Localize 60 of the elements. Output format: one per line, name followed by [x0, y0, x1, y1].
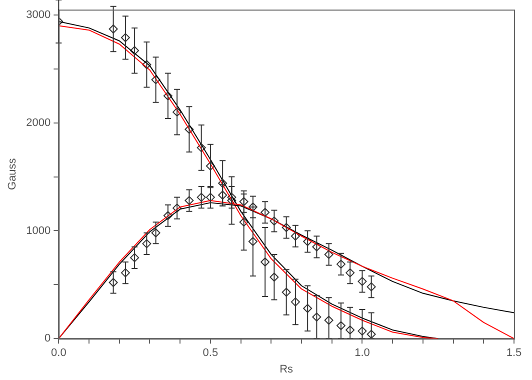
point [290, 297, 300, 306]
point [206, 162, 215, 171]
point [336, 321, 346, 330]
y-tick-label: 1000 [26, 224, 51, 237]
x-tick-label: 0.0 [51, 347, 66, 360]
point [130, 253, 140, 262]
point [218, 178, 228, 188]
point [151, 228, 160, 238]
y-tick-label: 2000 [26, 116, 51, 129]
point [120, 268, 130, 278]
point [196, 143, 206, 152]
x-tick-label: 0.5 [202, 347, 218, 360]
point [303, 237, 312, 246]
point [172, 108, 182, 117]
point [324, 316, 334, 325]
point [248, 202, 258, 212]
point [163, 91, 172, 100]
y-tick-label: 0 [44, 332, 51, 345]
point [260, 258, 270, 267]
point [196, 192, 206, 202]
point [108, 24, 118, 34]
point [290, 232, 300, 241]
point [227, 196, 236, 206]
point [172, 204, 182, 213]
point [120, 33, 130, 42]
y-tick-label: 3000 [26, 9, 51, 22]
point [184, 196, 194, 206]
point [239, 197, 248, 206]
y-axis-title: Gauss [6, 158, 19, 190]
x-axis-title: Rs [280, 363, 294, 376]
point [130, 46, 140, 56]
x-tick-label: 1.0 [354, 347, 370, 360]
point [336, 260, 346, 269]
point [366, 330, 376, 339]
point [346, 325, 355, 334]
point [282, 288, 291, 297]
point [248, 237, 258, 246]
point [358, 276, 367, 286]
point [108, 278, 118, 288]
point [303, 304, 312, 313]
x-tick-label: 1.5 [506, 347, 522, 360]
point [324, 250, 334, 259]
point [358, 326, 367, 336]
point [142, 60, 152, 70]
point [206, 192, 215, 202]
point [227, 192, 236, 202]
point [151, 75, 160, 84]
point [163, 211, 172, 220]
point [346, 268, 355, 278]
point [366, 282, 376, 292]
point [312, 242, 322, 252]
point [184, 124, 194, 134]
point [312, 312, 322, 322]
point [142, 239, 152, 248]
point [282, 222, 291, 232]
point [260, 208, 270, 217]
point [239, 218, 248, 227]
point [270, 272, 279, 282]
point [270, 216, 279, 226]
point [218, 190, 228, 200]
